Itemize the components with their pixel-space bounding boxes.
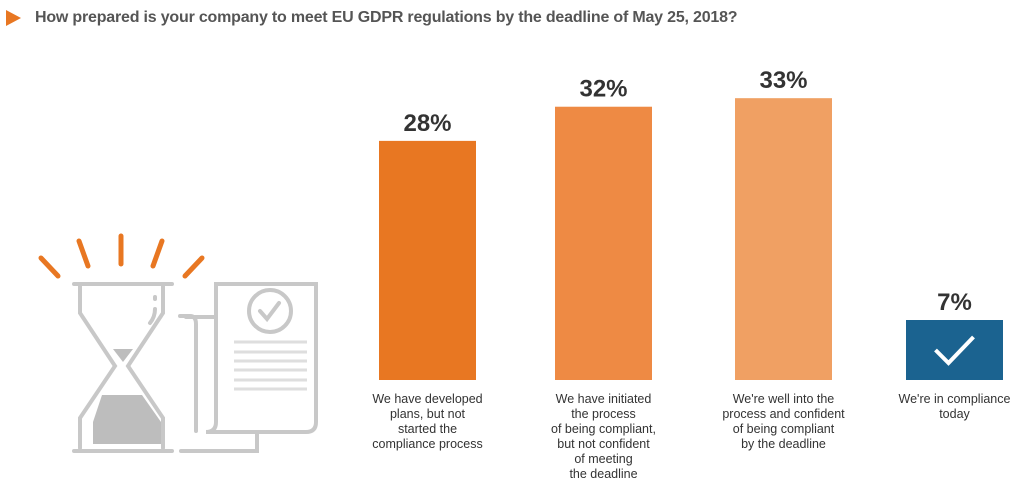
bar	[735, 98, 832, 381]
title-arrow-icon	[6, 10, 21, 26]
category-label-line: process and confident	[722, 407, 845, 421]
bar	[555, 106, 652, 380]
category-label-line: We're well into the	[732, 392, 835, 406]
category-label-line: We have developed	[372, 392, 483, 406]
category-label-line: We're in compliance	[898, 392, 1011, 406]
data-label: 28%	[403, 110, 451, 137]
chart-title: How prepared is your company to meet EU …	[35, 9, 738, 26]
category-label-line: of being compliant,	[551, 422, 656, 436]
category-label-line: today	[939, 407, 970, 421]
category-label-line: but not confident	[557, 437, 650, 451]
category-label-line: of meeting	[574, 452, 633, 466]
checkmark-icon	[934, 335, 975, 366]
bar	[379, 140, 476, 380]
bar	[906, 320, 1003, 380]
category-label-line: plans, but not	[389, 407, 466, 421]
category-label-line: compliance process	[372, 437, 483, 451]
category-label: We're well into the process and confident…	[709, 392, 859, 452]
data-label: 7%	[937, 289, 972, 316]
category-label: We have initiated the process of being com…	[529, 392, 679, 482]
category-label-line: the deadline	[569, 467, 638, 481]
category-label: We have developed plans, but not started t…	[353, 392, 503, 452]
data-label: 32%	[579, 76, 627, 103]
data-label: 33%	[759, 67, 807, 94]
alarm-rays	[38, 233, 205, 279]
category-label-line: started the	[397, 422, 458, 436]
category-label-line: We have initiated	[555, 392, 652, 406]
hourglass-document-icon	[38, 233, 318, 453]
category-label-line: of being compliant	[732, 422, 835, 436]
category-label: We're in compliance today	[880, 392, 1028, 422]
category-label-line: by the deadline	[741, 437, 826, 451]
category-label-line: the process	[571, 407, 636, 421]
